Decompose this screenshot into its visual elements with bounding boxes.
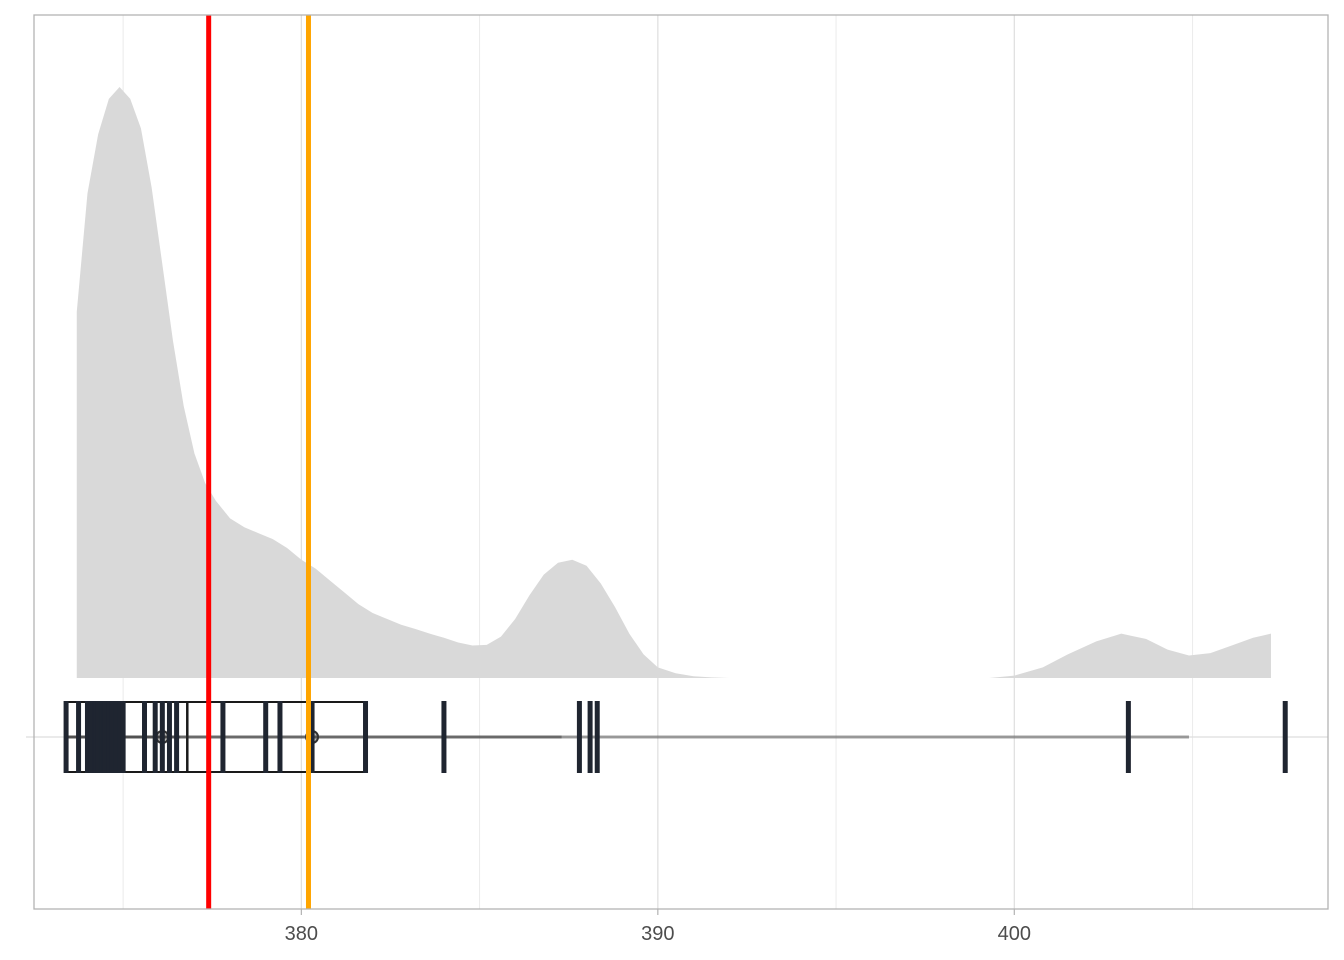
x-tick-label: 390 xyxy=(641,923,674,945)
x-tick-label: 400 xyxy=(998,923,1031,945)
density-layer xyxy=(76,87,1271,678)
x-axis: 380 390 400 xyxy=(285,909,1031,945)
x-tick-label: 380 xyxy=(285,923,318,945)
panel-background xyxy=(34,15,1328,909)
vline-layer xyxy=(206,15,311,909)
density-area xyxy=(989,633,1271,678)
panel-border xyxy=(33,14,1329,910)
density-area xyxy=(76,87,744,678)
rug-layer xyxy=(63,701,1288,773)
grid-layer xyxy=(26,15,1328,909)
